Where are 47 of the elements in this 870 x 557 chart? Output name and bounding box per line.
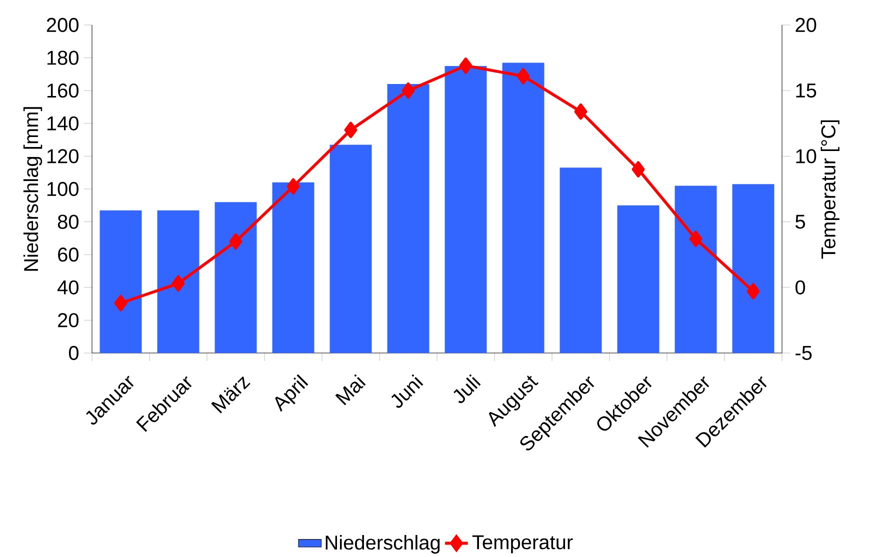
y2-tick-label: -5: [796, 346, 812, 360]
bar: [444, 66, 487, 353]
y-tick-label: 60: [58, 248, 78, 262]
y-tick-label: 0: [68, 346, 78, 360]
bar: [330, 144, 372, 353]
y-tick-label: 100: [47, 182, 78, 196]
point: [114, 295, 128, 312]
x-tick-label: Juli: [454, 374, 481, 404]
y-axis-title: Niederschlag [mm]: [23, 107, 42, 271]
y2-tick-label: 5: [796, 214, 806, 229]
x-tick-label: Mai: [335, 374, 366, 406]
bar: [502, 62, 544, 353]
y2-tick-label: 0: [795, 280, 806, 294]
y-tick-label: 200: [46, 18, 78, 32]
legend-label: Temperatur: [472, 535, 573, 554]
point: [172, 275, 185, 292]
y2-tick-label: 15: [796, 84, 816, 98]
bar: [214, 202, 257, 353]
bar: [732, 184, 774, 353]
point: [746, 283, 760, 300]
bar: [100, 210, 142, 353]
bar: [674, 186, 717, 353]
point: [229, 233, 242, 250]
y2-tick-label: 20: [796, 18, 816, 32]
point: [689, 230, 702, 247]
point: [402, 82, 415, 99]
y-tick-label: 180: [47, 50, 78, 65]
bar: [157, 210, 200, 353]
y-tick-label: 20: [58, 313, 78, 328]
y-tick-label: 80: [58, 214, 78, 229]
y-tick-label: 140: [47, 116, 78, 130]
bar: [387, 84, 430, 353]
y2-tick-label: 10: [796, 149, 816, 164]
bar: [560, 168, 602, 353]
point: [516, 68, 530, 84]
point: [286, 178, 300, 195]
y2-axis-title: Temperatur [°C]: [820, 120, 840, 259]
point: [344, 122, 358, 138]
y-tick-label: 120: [47, 149, 78, 164]
point: [632, 161, 645, 178]
bar: [617, 205, 660, 353]
point: [574, 103, 588, 120]
point: [459, 58, 472, 74]
legend-label: Niederschlag: [326, 534, 440, 554]
y-tick-label: 160: [47, 84, 78, 98]
y-tick-label: 40: [58, 280, 78, 294]
bar: [272, 182, 314, 353]
